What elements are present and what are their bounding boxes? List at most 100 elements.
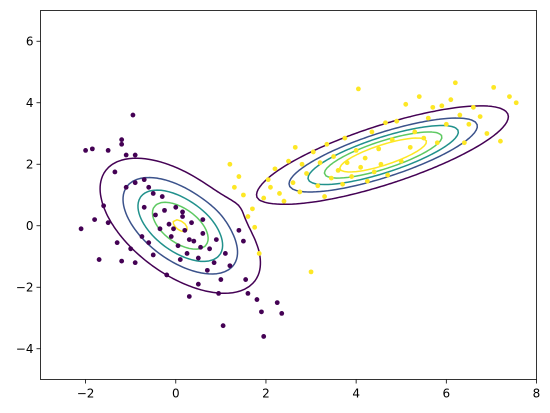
scatter-point-cluster-1	[227, 263, 233, 269]
x-tick-label: 4	[352, 387, 360, 401]
scatter-point-cluster-1	[123, 152, 129, 158]
scatter-point-cluster-1	[259, 309, 264, 315]
scatter-point-cluster-2	[299, 161, 305, 167]
scatter-point-cluster-1	[141, 204, 147, 210]
scatter-point-cluster-2	[403, 101, 409, 107]
scatter-point-cluster-1	[101, 203, 107, 209]
scatter-point-cluster-2	[241, 192, 246, 198]
scatter-point-cluster-2	[281, 198, 287, 204]
scatter-point-cluster-2	[344, 160, 350, 166]
scatter-point-cluster-1	[128, 246, 134, 252]
scatter-point-cluster-1	[254, 297, 260, 302]
scatter-point-cluster-2	[252, 224, 258, 230]
scatter-point-cluster-1	[146, 240, 152, 246]
scatter-point-cluster-2	[328, 175, 334, 181]
x-tick-label: −2	[77, 387, 95, 401]
scatter-point-cluster-2	[292, 144, 298, 150]
scatter-point-cluster-1	[200, 217, 206, 223]
scatter-point-cluster-2	[416, 94, 422, 99]
scatter-point-cluster-2	[365, 178, 370, 184]
scatter-point-cluster-2	[498, 138, 503, 144]
scatter-point-cluster-1	[186, 294, 192, 299]
scatter-point-cluster-1	[119, 258, 125, 264]
scatter-point-cluster-1	[162, 207, 167, 213]
scatter-point-cluster-1	[164, 272, 170, 278]
y-tick-label: 6	[26, 34, 34, 48]
y-axis: −4 −2 0 2 4 6	[16, 34, 41, 356]
scatter-point-cluster-2	[466, 121, 472, 127]
y-tick-label: −4	[16, 342, 34, 356]
scatter-point-cluster-2	[231, 184, 237, 190]
scatter-point-cluster-1	[243, 277, 249, 282]
scatter-point-cluster-2	[461, 140, 467, 146]
scatter-point-cluster-1	[207, 246, 212, 252]
scatter-point-cluster-1	[216, 291, 222, 296]
scatter-point-cluster-2	[452, 80, 458, 86]
scatter-point-cluster-2	[484, 131, 490, 136]
scatter-point-cluster-2	[412, 129, 418, 135]
scatter-point-cluster-2	[407, 144, 413, 150]
scatter-point-cluster-2	[331, 154, 336, 159]
scatter-point-cluster-1	[153, 212, 158, 218]
scatter-point-cluster-1	[123, 184, 129, 190]
scatter-point-cluster-1	[132, 180, 138, 186]
scatter-point-cluster-1	[132, 152, 138, 158]
scatter-point-cluster-1	[173, 204, 179, 210]
scatter-point-cluster-1	[150, 191, 156, 196]
scatter-point-cluster-2	[272, 166, 278, 172]
scatter-point-cluster-2	[310, 149, 316, 155]
scatter-point-cluster-2	[443, 121, 449, 127]
scatter-point-cluster-1	[180, 209, 185, 215]
scatter-point-cluster-2	[477, 114, 483, 119]
scatter-point-cluster-1	[189, 220, 194, 226]
scatter-point-cluster-2	[434, 140, 440, 146]
y-tick-label: 0	[26, 219, 34, 233]
scatter-point-cluster-1	[274, 300, 280, 306]
scatter-point-cluster-2	[317, 160, 323, 166]
scatter-point-cluster-2	[376, 146, 382, 152]
scatter-point-cluster-2	[261, 195, 267, 201]
contour-line-2	[122, 117, 478, 275]
scatter-point-cluster-2	[277, 191, 282, 196]
scatter-point-cluster-1	[245, 291, 251, 296]
plot-area-frame	[40, 10, 537, 380]
scatter-point-cluster-1	[139, 234, 145, 239]
scatter-point-cluster-1	[141, 177, 147, 183]
scatter-point-cluster-1	[114, 240, 120, 246]
scatter-point-cluster-2	[245, 214, 251, 219]
scatter-point-cluster-1	[200, 231, 206, 236]
x-axis: −2 0 2 4 6 8	[77, 379, 540, 401]
scatter-point-cluster-2	[265, 177, 271, 183]
scatter-point-cluster-1	[218, 277, 224, 282]
scatter-point-cluster-2	[398, 158, 404, 164]
y-tick-label: 4	[26, 96, 34, 110]
x-tick-label: 0	[172, 387, 180, 401]
x-tick-label: 6	[442, 387, 450, 401]
scatter-point-cluster-2	[513, 100, 519, 106]
scatter-point-cluster-1	[184, 251, 190, 256]
scatter-point-cluster-2	[290, 180, 296, 186]
scatter-point-cluster-1	[166, 221, 172, 227]
scatter-point-cluster-2	[286, 158, 291, 164]
scatter-point-cluster-1	[182, 227, 188, 233]
scatter-point-cluster-2	[353, 148, 359, 153]
scatter-point-cluster-1	[195, 255, 201, 261]
scatter-point-cluster-2	[448, 97, 454, 103]
scatter-point-cluster-2	[349, 174, 355, 179]
scatter-point-cluster-2	[227, 161, 233, 167]
scatter-point-cluster-1	[177, 257, 183, 262]
scatter-point-cluster-1	[83, 148, 88, 153]
scatter-point-cluster-2	[421, 135, 427, 141]
scatter-point-cluster-1	[168, 234, 174, 239]
y-tick-label: 2	[26, 157, 34, 171]
scatter-point-cluster-2	[385, 172, 391, 178]
scatter-point-cluster-2	[507, 94, 512, 99]
scatter-point-cluster-1	[119, 141, 125, 147]
scatter-point-cluster-2	[378, 161, 384, 167]
y-tick-label: −2	[16, 280, 34, 294]
scatter-point-cluster-2	[389, 137, 395, 143]
scatter-point-cluster-1	[261, 334, 267, 339]
scatter-point-cluster-2	[383, 120, 388, 126]
scatter-point-cluster-1	[78, 226, 84, 232]
